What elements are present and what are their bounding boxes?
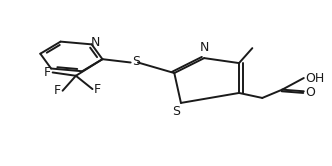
Text: N: N [200,41,209,54]
Text: N: N [91,36,100,49]
Text: OH: OH [305,72,325,84]
Text: F: F [94,83,101,96]
Text: S: S [132,55,140,68]
Text: F: F [54,84,61,97]
Text: O: O [305,86,315,99]
Text: S: S [172,105,180,118]
Text: F: F [44,66,51,79]
